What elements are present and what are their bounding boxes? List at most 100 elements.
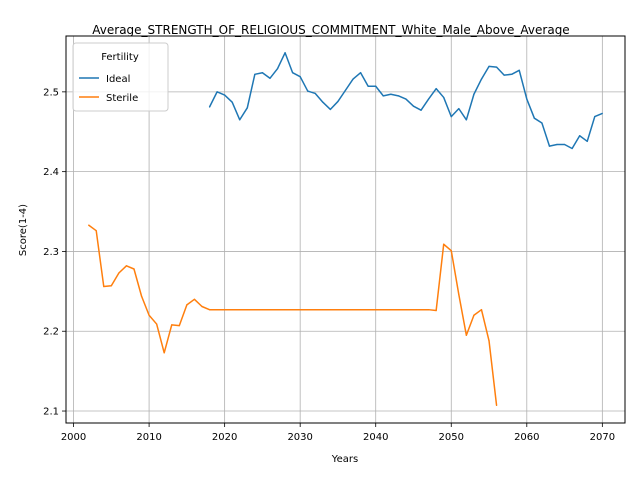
plot-frame xyxy=(65,35,626,424)
data-point-sterile xyxy=(307,309,309,311)
data-point-sterile xyxy=(178,325,180,327)
data-point-ideal xyxy=(495,66,498,68)
data-point-ideal xyxy=(533,117,535,119)
legend-box xyxy=(72,42,169,112)
x-tick-label: 2060 xyxy=(514,432,539,443)
data-point-ideal xyxy=(314,92,316,95)
data-point-sterile xyxy=(276,309,279,311)
y-axis-label: Score(1-4) xyxy=(18,204,29,256)
data-point-sterile xyxy=(186,304,188,306)
data-point-ideal xyxy=(284,52,286,54)
y-tick-label: 2.2 xyxy=(43,327,59,338)
data-point-ideal xyxy=(208,106,211,108)
series-line-ideal xyxy=(208,52,603,150)
data-point-ideal xyxy=(450,115,452,118)
x-tick-label: 2020 xyxy=(212,432,237,443)
data-point-sterile xyxy=(148,314,150,316)
data-point-ideal xyxy=(337,100,339,103)
data-point-ideal xyxy=(367,85,369,87)
data-point-ideal xyxy=(427,98,430,100)
data-point-sterile xyxy=(412,309,415,311)
series-line-sterile xyxy=(88,224,498,406)
y-tick-label: 2.5 xyxy=(43,87,59,98)
data-point-ideal xyxy=(239,119,241,121)
data-point-ideal xyxy=(571,147,573,150)
data-point-ideal xyxy=(269,77,271,79)
data-point-sterile xyxy=(239,309,241,311)
data-point-ideal xyxy=(254,73,256,75)
data-point-sterile xyxy=(216,309,218,311)
grid xyxy=(66,36,625,423)
legend: Fertility Ideal Sterile xyxy=(72,42,169,112)
data-point-sterile xyxy=(246,309,248,311)
data-point-ideal xyxy=(246,107,248,109)
data-point-ideal xyxy=(405,98,407,100)
x-tick-label: 2050 xyxy=(439,432,464,443)
data-point-ideal xyxy=(412,105,415,107)
data-point-ideal xyxy=(397,95,399,97)
data-point-sterile xyxy=(118,272,120,274)
data-point-ideal xyxy=(465,119,467,121)
data-point-ideal xyxy=(299,76,301,78)
data-point-ideal xyxy=(473,93,475,95)
x-tick-label: 2070 xyxy=(590,432,615,443)
data-point-sterile xyxy=(269,309,271,311)
data-point-sterile xyxy=(95,230,97,232)
data-point-ideal xyxy=(443,96,445,99)
data-point-ideal xyxy=(329,108,331,111)
data-point-sterile xyxy=(140,295,143,297)
data-point-sterile xyxy=(314,309,316,311)
data-point-ideal xyxy=(556,143,558,146)
data-point-ideal xyxy=(224,94,226,96)
x-tick-label: 2000 xyxy=(61,432,86,443)
data-point-sterile xyxy=(224,309,226,311)
data-point-sterile xyxy=(382,309,384,311)
data-point-sterile xyxy=(292,309,294,311)
data-point-ideal xyxy=(563,143,566,146)
data-point-ideal xyxy=(375,85,377,87)
x-tick-label: 2010 xyxy=(136,432,161,443)
data-point-sterile xyxy=(231,309,233,311)
data-point-sterile xyxy=(352,309,354,311)
chart-title: Average_STRENGTH_OF_RELIGIOUS_COMMITMENT… xyxy=(92,23,569,37)
data-point-sterile xyxy=(397,309,399,311)
data-point-sterile xyxy=(495,404,498,407)
data-point-ideal xyxy=(390,93,392,95)
data-point-sterile xyxy=(420,309,422,311)
data-point-sterile xyxy=(110,285,112,287)
data-point-sterile xyxy=(344,309,347,311)
x-axis-label: Years xyxy=(331,454,358,465)
data-point-sterile xyxy=(193,298,196,300)
data-point-sterile xyxy=(367,309,369,311)
data-point-sterile xyxy=(125,265,128,267)
legend-entries: Ideal Sterile xyxy=(79,74,138,104)
data-point-sterile xyxy=(465,334,467,336)
data-point-ideal xyxy=(594,115,596,118)
y-tick-label: 2.1 xyxy=(43,407,59,418)
data-point-sterile xyxy=(201,305,203,308)
data-point-ideal xyxy=(541,122,543,124)
data-point-sterile xyxy=(329,309,331,311)
data-point-ideal xyxy=(352,78,354,80)
data-point-sterile xyxy=(103,285,105,288)
data-point-ideal xyxy=(579,135,581,137)
data-point-sterile xyxy=(156,323,158,325)
data-point-sterile xyxy=(488,340,490,342)
data-point-sterile xyxy=(284,309,286,311)
data-point-sterile xyxy=(360,309,362,311)
data-point-sterile xyxy=(163,352,165,354)
legend-title: Fertility xyxy=(101,52,139,63)
data-point-ideal xyxy=(360,72,362,74)
data-point-sterile xyxy=(254,309,256,311)
data-point-ideal xyxy=(276,68,279,70)
data-point-sterile xyxy=(133,268,135,270)
data-point-sterile xyxy=(337,309,339,311)
data-point-sterile xyxy=(405,309,407,311)
data-point-ideal xyxy=(518,69,520,71)
data-point-ideal xyxy=(511,73,513,75)
data-point-ideal xyxy=(435,88,437,90)
data-point-sterile xyxy=(375,309,377,311)
data-point-ideal xyxy=(344,89,347,91)
data-point-ideal xyxy=(261,72,264,74)
